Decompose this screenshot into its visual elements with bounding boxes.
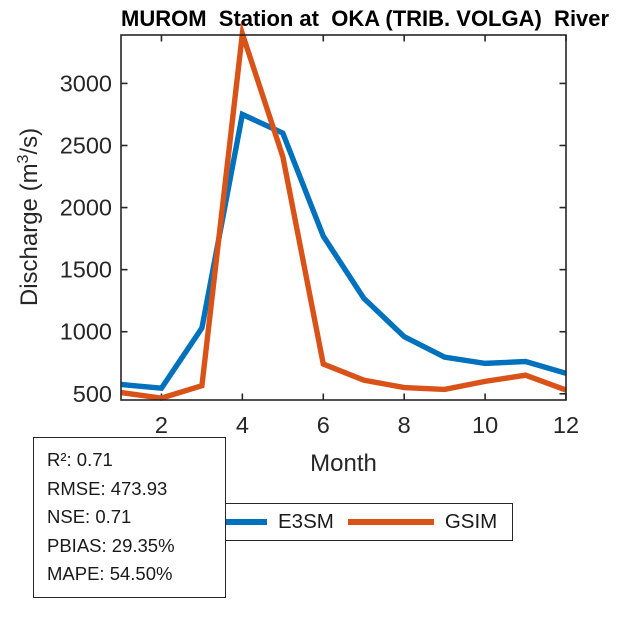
axis-frame bbox=[120, 34, 567, 401]
series-line-e3sm bbox=[120, 110, 567, 392]
y-tick-label: 1000 bbox=[60, 319, 112, 345]
y-tick-label: 2000 bbox=[60, 195, 112, 221]
y-tick-label: 2500 bbox=[60, 132, 112, 158]
x-axis-label: Month bbox=[310, 450, 377, 477]
stat-rmse: RMSE: 473.93 bbox=[47, 477, 168, 499]
x-tick-label: 10 bbox=[472, 412, 498, 438]
series-line-gsim bbox=[120, 21, 567, 401]
legend-label-e3sm: E3SM bbox=[278, 510, 334, 533]
stat-mape: MAPE: 54.50% bbox=[47, 563, 173, 585]
y-tick-label: 500 bbox=[73, 381, 112, 407]
legend: E3SM GSIM bbox=[170, 503, 513, 541]
stats-box: R²: 0.71 RMSE: 473.93 NSE: 0.71 PBIAS: 2… bbox=[33, 437, 226, 598]
legend-item-gsim: GSIM bbox=[347, 510, 498, 534]
y-tick-label: 1500 bbox=[60, 257, 112, 283]
stat-nse: NSE: 0.71 bbox=[47, 506, 132, 528]
x-tick-label: 8 bbox=[398, 412, 411, 438]
x-tick-label: 12 bbox=[553, 412, 579, 438]
chart-title: MUROM Station at OKA (TRIB. VOLGA) River bbox=[121, 6, 610, 31]
legend-label-gsim: GSIM bbox=[444, 510, 498, 533]
stat-r2: R²: 0.71 bbox=[47, 449, 113, 470]
x-tick-label: 2 bbox=[155, 412, 168, 438]
x-tick-label: 6 bbox=[317, 412, 330, 438]
stat-pbias: PBIAS: 29.35% bbox=[47, 534, 175, 556]
legend-line-gsim-icon bbox=[347, 519, 434, 525]
x-tick-label: 4 bbox=[236, 412, 249, 438]
y-tick-label: 3000 bbox=[60, 70, 112, 96]
